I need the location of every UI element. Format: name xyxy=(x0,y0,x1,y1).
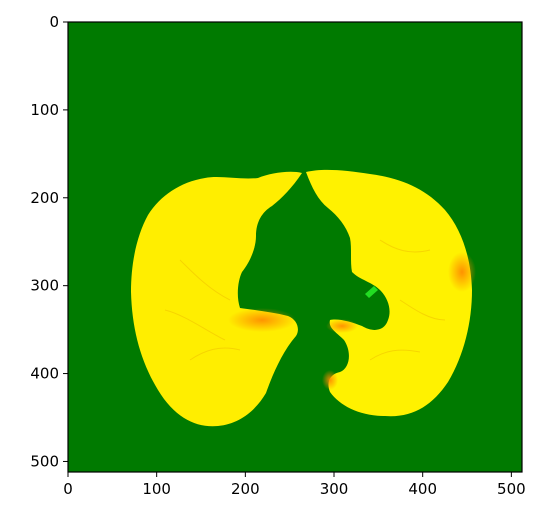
vessel-texture xyxy=(164,239,446,361)
x-tick-label: 500 xyxy=(497,480,526,498)
x-tick-label: 100 xyxy=(142,480,171,498)
x-tick-label: 300 xyxy=(320,480,349,498)
y-tick-label: 400 xyxy=(30,365,59,383)
y-tick-label: 100 xyxy=(30,101,59,119)
hotspot-right-edge xyxy=(448,252,476,292)
hotspot-right-hilum xyxy=(326,319,358,333)
x-tick-label: 0 xyxy=(63,480,73,498)
hotspot-left-hilum xyxy=(228,308,296,332)
x-axis-ticks: 0 100 200 300 400 500 xyxy=(63,472,526,498)
x-tick-label: 200 xyxy=(231,480,260,498)
axes-frame xyxy=(67,21,523,473)
y-tick-label: 0 xyxy=(49,13,59,31)
y-tick-label: 500 xyxy=(30,452,59,470)
y-tick-label: 300 xyxy=(30,277,59,295)
right-lung-region xyxy=(306,169,472,417)
y-tick-label: 200 xyxy=(30,189,59,207)
x-tick-label: 400 xyxy=(408,480,437,498)
accent-light-green xyxy=(365,286,378,298)
hotspot-right-lower xyxy=(322,370,338,390)
left-lung-region xyxy=(131,171,302,427)
y-axis-ticks: 0 100 200 300 400 500 xyxy=(30,13,68,470)
